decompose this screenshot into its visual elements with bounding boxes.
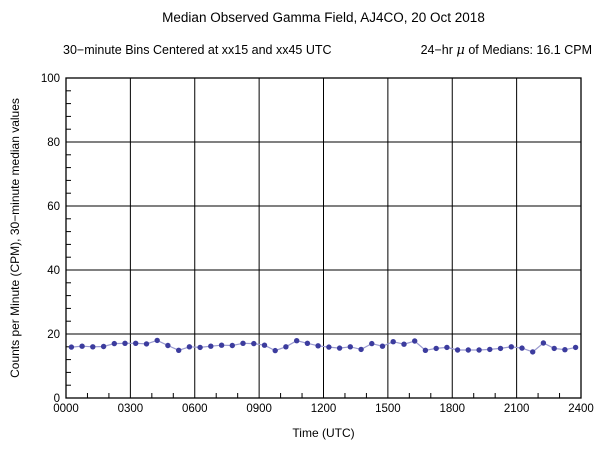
- data-point-marker: [540, 340, 547, 346]
- x-tick-label: 0600: [182, 403, 208, 415]
- data-point-marker: [111, 340, 118, 347]
- data-point-marker: [454, 347, 461, 353]
- x-tick-label: 0300: [118, 403, 144, 415]
- x-axis-title: Time (UTC): [292, 426, 354, 440]
- x-tick-label: 0900: [246, 403, 272, 415]
- data-point-marker: [154, 337, 160, 344]
- data-point-marker: [143, 341, 150, 347]
- data-point-marker: [90, 344, 96, 350]
- x-tick-label: 1200: [311, 403, 337, 415]
- data-point-marker: [186, 344, 193, 350]
- data-point-marker: [133, 340, 139, 346]
- data-point-marker: [251, 340, 257, 347]
- data-point-marker: [508, 344, 514, 350]
- data-point-marker: [176, 347, 182, 353]
- data-point-marker: [122, 340, 128, 346]
- data-point-marker: [562, 347, 568, 353]
- y-tick-label: 0: [54, 393, 60, 405]
- data-point-marker: [208, 343, 214, 349]
- data-point-marker: [261, 342, 268, 348]
- data-point-marker: [68, 344, 75, 350]
- x-tick-label: 1800: [439, 403, 465, 415]
- data-point-marker: [283, 344, 289, 350]
- data-point-marker: [444, 344, 450, 351]
- data-point-marker: [519, 345, 525, 351]
- data-point-marker: [465, 347, 471, 353]
- data-point-marker: [358, 346, 364, 353]
- data-point-marker: [433, 345, 439, 352]
- x-tick-label: 2400: [568, 403, 594, 415]
- mean-label-suffix: of Medians: 16.1 CPM: [464, 43, 592, 57]
- data-point-marker: [315, 343, 321, 349]
- data-point-marker: [272, 347, 278, 354]
- mu-symbol: μ: [456, 43, 465, 58]
- data-point-marker: [379, 343, 386, 349]
- mean-label-prefix: 24−hr: [420, 43, 457, 57]
- data-point-marker: [240, 340, 246, 346]
- data-point-marker: [197, 344, 203, 351]
- data-point-marker: [422, 347, 429, 353]
- y-tick-label: 80: [47, 137, 60, 149]
- y-tick-label: 60: [47, 201, 60, 213]
- data-point-marker: [551, 345, 557, 352]
- data-point-marker: [390, 339, 396, 345]
- data-point-marker: [336, 345, 343, 351]
- data-point-marker: [229, 342, 235, 349]
- y-tick-label: 20: [47, 329, 60, 341]
- data-point-marker: [476, 347, 482, 353]
- data-point-marker: [401, 341, 407, 347]
- data-point-marker: [218, 342, 225, 348]
- data-point-marker: [369, 340, 375, 347]
- x-tick-label: 2100: [504, 403, 530, 415]
- data-point-marker: [487, 346, 493, 353]
- data-point-marker: [165, 342, 171, 349]
- data-point-marker: [326, 344, 332, 350]
- data-point-marker: [530, 349, 536, 355]
- data-point-marker: [294, 338, 300, 344]
- chart-title: Median Observed Gamma Field, AJ4CO, 20 O…: [162, 10, 485, 25]
- chart-subtitle-mean: 24−hr μ of Medians: 16.1 CPM: [421, 43, 592, 58]
- data-point-marker: [304, 340, 311, 346]
- data-point-marker: [100, 343, 107, 350]
- data-point-marker: [347, 344, 353, 350]
- y-tick-label: 100: [41, 73, 60, 85]
- data-point-marker: [412, 338, 418, 344]
- chart-subtitle-bins: 30−minute Bins Centered at xx15 and xx45…: [63, 43, 332, 57]
- y-tick-label: 40: [47, 265, 60, 277]
- y-axis-title: Counts per Minute (CPM), 30−minute media…: [8, 98, 22, 378]
- x-tick-label: 1500: [375, 403, 401, 415]
- x-tick-label: 0000: [53, 403, 79, 415]
- data-point-marker: [572, 344, 579, 351]
- plot-frame: [65, 77, 582, 399]
- data-point-marker: [497, 345, 504, 352]
- data-point-marker: [79, 343, 85, 349]
